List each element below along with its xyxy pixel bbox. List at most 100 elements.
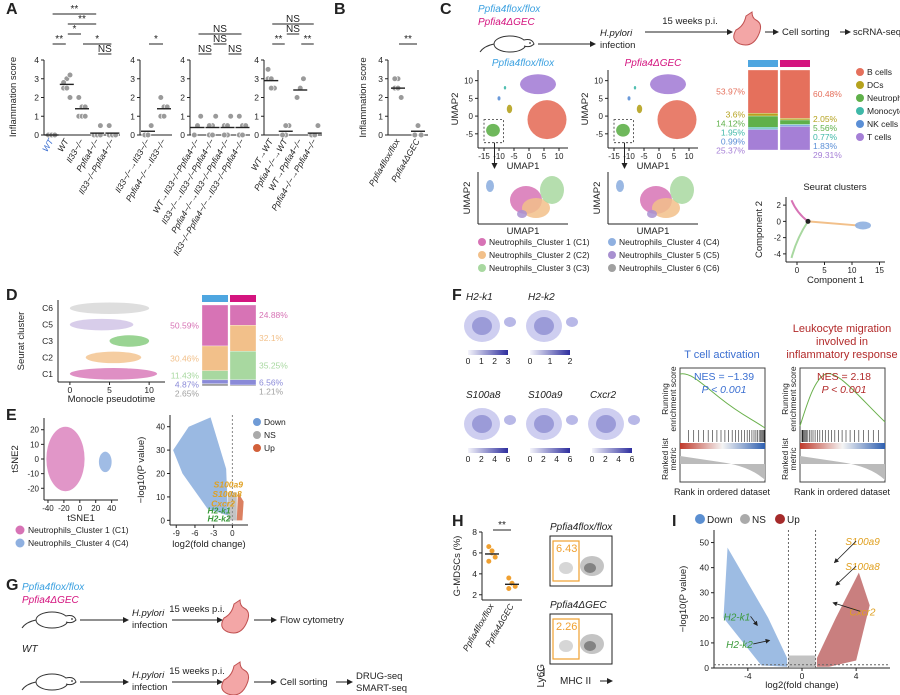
gsea-title: inflammatory response xyxy=(786,349,897,361)
data-point xyxy=(282,122,289,129)
y-tick-label: 0 xyxy=(469,112,474,121)
data-point xyxy=(212,113,219,120)
cell-cloud xyxy=(486,123,500,137)
legend-swatch xyxy=(856,94,864,102)
segment-label: 0.99% xyxy=(721,137,746,147)
cell-cloud xyxy=(657,100,697,140)
legend-label: Neutrophils_Cluster 4 (C4) xyxy=(28,538,129,548)
segment-label: 30.46% xyxy=(170,353,199,363)
legend-swatch xyxy=(740,514,750,524)
y-tick-label: -4 xyxy=(774,250,782,259)
panel-letter: I xyxy=(672,513,676,530)
y-tick-label: 0 xyxy=(35,455,40,464)
y-tick-label: 20 xyxy=(156,470,165,479)
y-axis-label: enrichment score xyxy=(668,366,678,431)
cell-cloud xyxy=(566,415,578,425)
point-cloud xyxy=(173,417,229,516)
data-point xyxy=(227,113,234,120)
gene-title: H2-k1 xyxy=(466,292,493,303)
x-axis-label: log2(fold change) xyxy=(172,539,245,550)
cell-cloud xyxy=(580,556,604,576)
y-tick-label: 0 xyxy=(777,217,782,226)
trajectory-branch xyxy=(807,220,858,227)
y-tick-label: 1 xyxy=(180,111,185,121)
significance-label: * xyxy=(154,34,158,45)
mouse-icon xyxy=(529,42,531,44)
legend-swatch xyxy=(856,120,864,128)
cell-cloud xyxy=(559,562,573,574)
y-axis-label: Running xyxy=(780,383,790,415)
label: Flow cytometry xyxy=(280,615,344,626)
significance-label: ** xyxy=(71,4,79,15)
legend-label: Neutrophils_Cluster 2 (C2) xyxy=(489,250,590,260)
x-tick-label: -40 xyxy=(42,504,54,513)
data-point xyxy=(314,122,322,129)
colorbar-tick-label: 6 xyxy=(506,454,511,464)
data-point xyxy=(66,71,74,79)
y-axis-label: Inflammation score xyxy=(358,57,369,137)
y-tick-label: 0 xyxy=(254,130,259,140)
segment-label: 24.88% xyxy=(259,310,288,320)
y-axis-label: UMAP2 xyxy=(580,93,591,126)
y-tick-label: 0 xyxy=(599,112,604,121)
x-tick-label: -5 xyxy=(640,152,648,161)
cell-cloud xyxy=(627,96,631,101)
legend-label: B cells xyxy=(867,67,892,77)
segment-label: 53.97% xyxy=(716,87,745,97)
data-point xyxy=(63,85,70,92)
x-tick-label: -15 xyxy=(478,152,490,161)
y-axis-label: Seurat cluster xyxy=(16,312,27,371)
legend-label: Neutrophils_Cluster 4 (C4) xyxy=(619,237,720,247)
x-tick-label: -3 xyxy=(210,529,218,538)
legend-label: Up xyxy=(264,443,275,453)
cell-cloud xyxy=(636,104,643,114)
y-tick-label: 2 xyxy=(254,93,259,103)
label: 15 weeks p.i. xyxy=(169,604,224,615)
y-tick-label: 20 xyxy=(30,426,39,435)
significance-label: NS xyxy=(98,44,112,55)
cell-cloud xyxy=(584,563,596,573)
y-tick-label: -5 xyxy=(466,130,474,139)
x-tick-label: 0 xyxy=(795,266,800,275)
y-axis-label: Inflammation score xyxy=(8,57,19,137)
y-tick-label: 3 xyxy=(180,74,185,84)
data-point xyxy=(485,543,492,550)
colorbar-tick-label: 0 xyxy=(528,454,533,464)
gene-label: S100a8 xyxy=(845,562,880,573)
segment-label: 1.83% xyxy=(813,141,838,151)
mouse-icon xyxy=(479,43,495,53)
colorbar-tick-label: 0 xyxy=(466,454,471,464)
cell-cloud xyxy=(520,74,556,95)
cell-cloud xyxy=(596,415,616,433)
stack-segment xyxy=(201,304,229,347)
y-tick-label: 40 xyxy=(156,423,165,432)
legend-label: T cells xyxy=(867,132,891,142)
segment-label: 14.12% xyxy=(716,119,745,129)
y-tick-label: -20 xyxy=(27,484,39,493)
y-axis-label: metric xyxy=(668,447,678,471)
colorbar xyxy=(530,350,570,355)
cell-cloud xyxy=(559,640,573,652)
label: H.pylori xyxy=(600,28,633,39)
significance-label: NS xyxy=(228,44,242,55)
x-tick-label: 10 xyxy=(848,266,857,275)
data-point xyxy=(398,94,405,101)
data-point xyxy=(414,122,422,129)
y-axis-label: UMAP2 xyxy=(450,93,461,126)
y-tick-label: -10 xyxy=(27,470,39,479)
gene-label: S100a9 xyxy=(845,537,880,548)
gsea-title: T cell activation xyxy=(684,349,760,361)
mouse-icon xyxy=(65,677,77,686)
x-tick-label: 0 xyxy=(527,152,532,161)
ranked-metric xyxy=(800,456,885,480)
y-axis-label: Running xyxy=(660,383,670,415)
plot-frame xyxy=(549,535,613,587)
segment-label: 3.6% xyxy=(726,110,746,120)
legend-label: Monocytes xyxy=(867,106,900,116)
strain-label: Ppfia4ΔGEC xyxy=(22,595,80,606)
x-tick-label: 10 xyxy=(144,385,154,395)
legend-label: NS xyxy=(264,430,276,440)
y-tick-label: 3 xyxy=(130,74,135,84)
plot-title: Ppfia4ΔGEC xyxy=(550,600,608,611)
